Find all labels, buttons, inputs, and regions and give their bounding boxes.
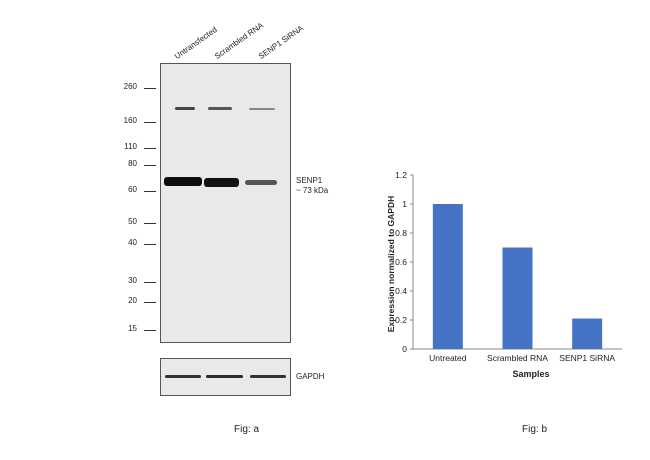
- mw-tick-30: [144, 282, 156, 283]
- senp1-band-lane2: [204, 178, 239, 187]
- bar-chart: 0 0.2 0.4 0.6 0.8 1 1.2 Untreated Scrambled RNA S…: [386, 170, 622, 379]
- mw-tick-60: [144, 191, 156, 192]
- figure-a-caption: Fig: a: [234, 424, 260, 435]
- mw-marker-60: 60: [128, 185, 137, 194]
- mw-marker-260: 260: [123, 82, 137, 91]
- high-mw-band-lane3: [249, 108, 275, 110]
- y-axis-label: Expression normalized to GAPDH: [386, 196, 396, 333]
- high-mw-band-lane2: [208, 107, 232, 110]
- target-label-size: ~ 73 kDa: [296, 186, 329, 195]
- mw-marker-20: 20: [128, 296, 137, 305]
- mw-marker-110: 110: [124, 142, 137, 151]
- mw-marker-15: 15: [128, 324, 137, 333]
- mw-tick-110: [144, 148, 156, 149]
- mw-marker-30: 30: [128, 276, 137, 285]
- lane-label-senp1-sirna: SENP1 SiRNA: [256, 23, 305, 62]
- bar: [572, 318, 603, 349]
- lane-label-untransfected: Untransfected: [172, 25, 219, 61]
- blot-membrane-main: [160, 63, 291, 343]
- y-tick-label: 0.6: [395, 257, 407, 267]
- x-tick-label: Untreated: [429, 353, 467, 363]
- y-tick-label: 0.4: [395, 286, 407, 296]
- mw-marker-80: 80: [128, 159, 137, 168]
- bar: [502, 247, 533, 349]
- blot-membrane-gapdh: [160, 358, 291, 396]
- y-tick-label: 0.8: [395, 228, 407, 238]
- senp1-band-lane3: [245, 180, 277, 185]
- mw-marker-160: 160: [123, 116, 137, 125]
- loading-control-label: GAPDH: [296, 372, 325, 381]
- senp1-band-lane1: [164, 177, 202, 186]
- x-axis-label: Samples: [512, 369, 549, 379]
- x-tick-label: SENP1 SiRNA: [559, 353, 615, 363]
- gapdh-band-lane3: [250, 375, 286, 378]
- high-mw-band-lane1: [175, 107, 195, 110]
- y-tick-label: 0: [402, 344, 407, 354]
- y-tick-label: 1: [402, 199, 407, 209]
- mw-tick-15: [144, 330, 156, 331]
- target-label-name: SENP1: [296, 176, 323, 185]
- mw-tick-260: [144, 88, 156, 89]
- gapdh-band-lane2: [206, 375, 243, 378]
- mw-tick-80: [144, 165, 156, 166]
- y-tick-label: 1.2: [395, 170, 407, 180]
- mw-tick-20: [144, 302, 156, 303]
- mw-tick-160: [144, 122, 156, 123]
- figure-b-caption: Fig: b: [522, 424, 548, 435]
- mw-marker-40: 40: [128, 238, 137, 247]
- mw-marker-50: 50: [128, 217, 137, 226]
- y-tick-label: 0.2: [395, 315, 407, 325]
- mw-tick-40: [144, 244, 156, 245]
- x-tick-label: Scrambled RNA: [487, 353, 548, 363]
- gapdh-band-lane1: [165, 375, 201, 378]
- bar: [432, 204, 463, 349]
- mw-tick-50: [144, 223, 156, 224]
